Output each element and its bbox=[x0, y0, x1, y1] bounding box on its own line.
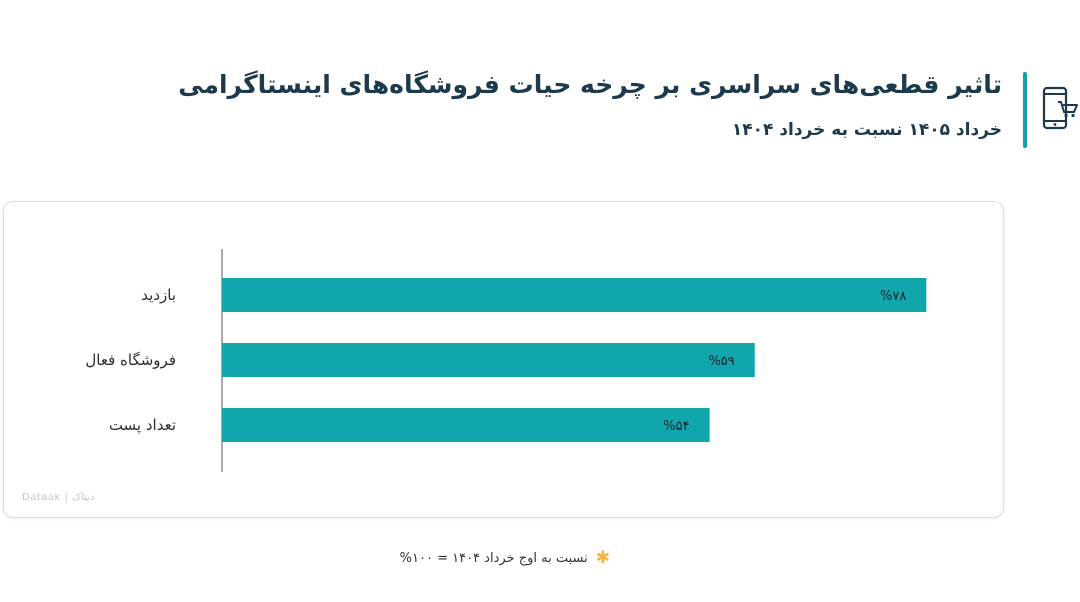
bar-chart: %۷۸ بازدید %۵۹ فروشگاه فعال %۵۴ تعداد پست bbox=[85, 249, 927, 472]
mobile-shop-icon bbox=[1042, 86, 1078, 130]
bar bbox=[222, 343, 755, 377]
bar-value-label: %۵۹ bbox=[708, 354, 734, 369]
bar bbox=[222, 278, 927, 312]
page-title: تاثیر قطعی‌های سراسری بر چرخه حیات فروشگ… bbox=[178, 70, 1002, 99]
footnote-text: نسبت به اوج خرداد ۱۴۰۴ = ۱۰۰% bbox=[399, 550, 588, 566]
title-accent-bar bbox=[1023, 72, 1027, 148]
page-subtitle: خرداد ۱۴۰۵ نسبت به خرداد ۱۴۰۴ bbox=[731, 120, 1002, 140]
category-label: بازدید bbox=[141, 286, 176, 304]
category-label: فروشگاه فعال bbox=[85, 351, 176, 369]
footnote: نسبت به اوج خرداد ۱۴۰۴ = ۱۰۰% ✱ bbox=[400, 549, 610, 567]
bar-value-label: %۵۴ bbox=[663, 419, 689, 434]
bar bbox=[222, 408, 710, 442]
bar-value-label: %۷۸ bbox=[880, 289, 906, 304]
category-label: تعداد پست bbox=[109, 416, 176, 435]
star-icon: ✱ bbox=[595, 547, 610, 568]
watermark: Dataak | دیتاک bbox=[22, 492, 95, 503]
chart-card: %۷۸ بازدید %۵۹ فروشگاه فعال %۵۴ تعداد پست Dat… bbox=[3, 201, 1004, 518]
